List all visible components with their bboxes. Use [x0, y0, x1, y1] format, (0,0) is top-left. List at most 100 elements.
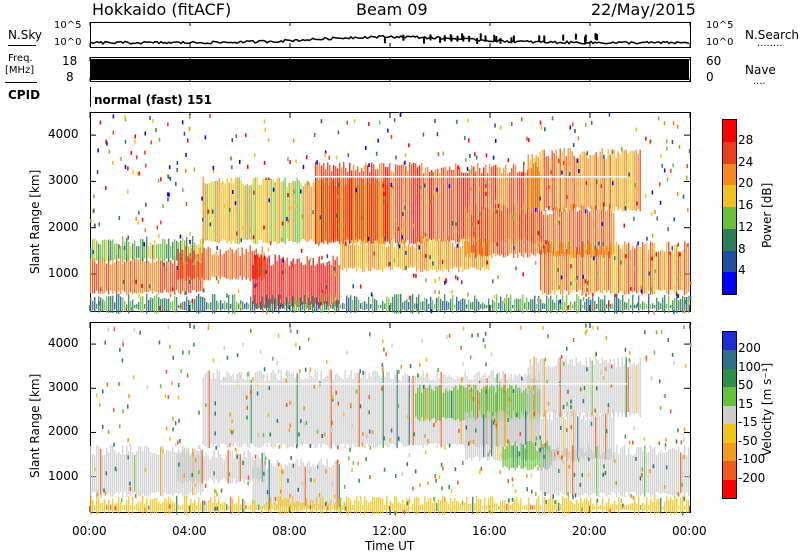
power-cell — [158, 243, 160, 259]
power-speck — [666, 146, 668, 151]
velocity-cell — [370, 501, 372, 512]
power-speck — [420, 185, 422, 190]
power-speck — [316, 160, 318, 165]
velocity-speck — [162, 449, 164, 454]
power-speck — [124, 164, 127, 169]
velocity-speck — [280, 489, 282, 494]
velocity-cell — [601, 415, 603, 459]
velocity-cell — [489, 412, 491, 461]
velocity-speck — [406, 462, 408, 467]
velocity-speck — [308, 337, 310, 342]
power-cell — [561, 151, 563, 211]
power-cell — [517, 204, 519, 258]
velocity-speck — [505, 407, 508, 412]
power-speck — [493, 294, 496, 299]
velocity-cell — [110, 444, 112, 497]
colorbar-swatch — [723, 442, 736, 462]
power-cell — [340, 241, 342, 270]
power-cell — [268, 298, 270, 312]
power-cell — [418, 294, 420, 314]
power-speck — [176, 161, 179, 165]
power-cell — [620, 300, 622, 311]
velocity-cell — [538, 496, 540, 515]
velocity-speck — [448, 443, 451, 448]
power-cell — [458, 236, 460, 272]
velocity-cell — [284, 377, 286, 445]
power-speck — [663, 168, 666, 173]
velocity-cell — [326, 375, 328, 446]
velocity-cell — [595, 416, 597, 458]
velocity-speck — [214, 401, 216, 406]
velocity-cell — [566, 448, 568, 496]
velocity-cell — [128, 450, 130, 494]
power-speck — [124, 139, 127, 144]
power-cell — [132, 299, 134, 311]
velocity-cell — [222, 378, 224, 444]
power-speck — [253, 190, 255, 195]
power-speck — [434, 289, 436, 294]
power-cell — [366, 303, 368, 309]
power-cell — [584, 301, 586, 310]
freq-tick-bottom-left: 8 — [66, 70, 74, 84]
power-cell — [98, 243, 100, 259]
power-cell — [333, 165, 335, 243]
velocity-speck — [649, 469, 651, 474]
power-speck — [673, 310, 675, 315]
power-cell — [306, 303, 308, 310]
power-speck — [320, 119, 323, 124]
velocity-speck — [277, 333, 280, 338]
power-speck — [365, 145, 367, 150]
power-cell — [296, 300, 298, 311]
power-cell — [521, 172, 523, 240]
power-cell — [597, 157, 599, 208]
power-cell — [94, 297, 96, 313]
power-cell — [475, 204, 477, 258]
velocity-cell — [516, 496, 518, 515]
velocity-cell — [222, 502, 224, 512]
power-speck — [318, 242, 320, 246]
power-cell — [539, 212, 541, 254]
power-cell — [262, 258, 264, 308]
power-cell — [106, 296, 108, 313]
power-speck — [559, 299, 562, 304]
power-cell — [232, 182, 234, 241]
velocity-cell — [298, 374, 300, 447]
velocity-speck — [478, 380, 481, 385]
power-speck — [689, 281, 692, 286]
power-speck — [329, 178, 331, 183]
power-cell — [656, 251, 658, 290]
velocity-cell — [471, 390, 473, 419]
velocity-cell — [603, 360, 605, 416]
velocity-cell — [186, 495, 188, 515]
velocity-speck — [624, 434, 627, 439]
power-cell — [474, 245, 476, 268]
power-cell — [544, 245, 546, 293]
power-cell — [612, 303, 614, 309]
velocity-cell — [334, 502, 336, 512]
power-cell — [100, 257, 102, 294]
velocity-cell — [160, 446, 162, 496]
power-cell — [473, 166, 475, 243]
velocity-speck — [683, 496, 685, 501]
power-cell — [219, 249, 221, 280]
power-cell — [550, 295, 552, 313]
velocity-speck — [653, 350, 656, 355]
power-cell — [304, 295, 306, 314]
velocity-speck — [500, 453, 503, 457]
velocity-speck — [620, 498, 623, 503]
power-cell — [628, 298, 630, 312]
velocity-speck — [177, 395, 180, 400]
nsky-label: N.Sky — [8, 28, 43, 42]
velocity-cell — [628, 504, 630, 511]
power-cell — [375, 169, 377, 241]
power-cell — [561, 211, 563, 255]
velocity-cell — [524, 505, 526, 510]
ytick-label: 1000 — [48, 265, 79, 280]
power-speck — [429, 200, 432, 205]
power-speck — [511, 121, 513, 126]
power-cell — [431, 170, 433, 241]
velocity-speck — [107, 429, 110, 434]
velocity-speck — [159, 384, 162, 389]
velocity-cell — [330, 369, 332, 449]
power-cell — [160, 299, 162, 312]
